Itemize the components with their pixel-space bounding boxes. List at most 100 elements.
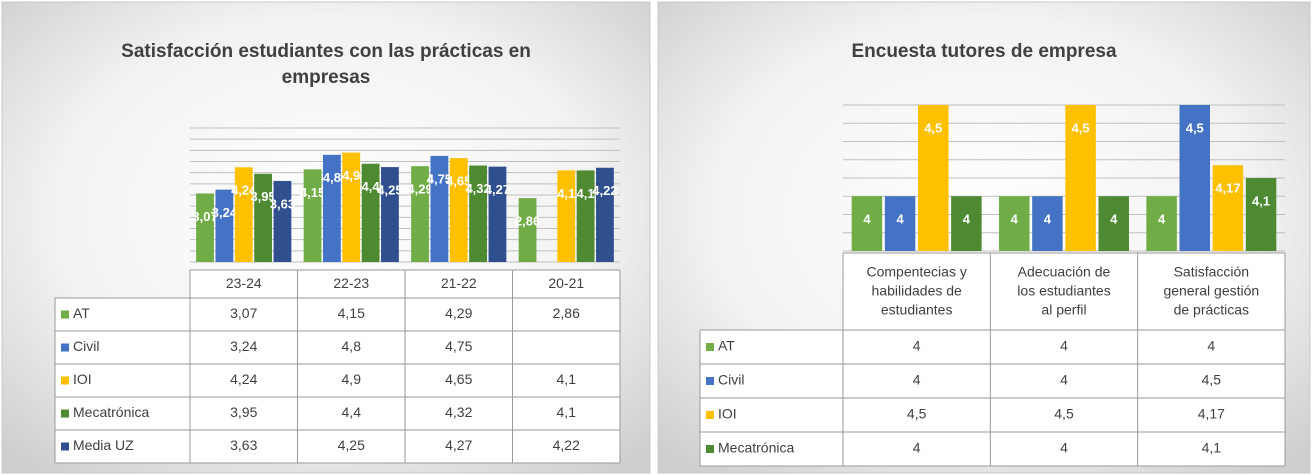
bar	[1245, 178, 1277, 251]
bar	[557, 170, 576, 262]
category-label: Adecuación de los estudiantes al perfil	[1017, 263, 1110, 317]
data-label: 4	[963, 212, 971, 227]
bar	[1032, 196, 1063, 251]
table-value: 4,29	[445, 305, 472, 321]
bar	[303, 169, 322, 262]
data-label: 4,29	[407, 182, 432, 197]
data-label: 3,07	[192, 209, 217, 224]
data-label: 4	[863, 212, 871, 227]
legend-label: Civil	[718, 372, 744, 388]
table-value: 4,15	[338, 305, 365, 321]
bar	[215, 189, 234, 262]
table-value: 4,25	[338, 437, 365, 453]
table-value: 4	[913, 440, 921, 456]
bar	[411, 166, 429, 262]
table-value: 4,1	[557, 371, 577, 387]
table-header	[843, 253, 1285, 330]
data-label: 4,75	[427, 171, 452, 186]
legend-swatch	[61, 409, 69, 418]
bar	[884, 196, 916, 251]
table-value: 4,24	[230, 371, 257, 387]
table-value: 4,22	[553, 437, 580, 453]
table-value: 4,1	[1202, 440, 1222, 456]
category-label: 21-22	[441, 275, 477, 291]
data-label: 4,32	[465, 181, 490, 196]
legend-swatch	[706, 343, 714, 351]
bar	[576, 170, 595, 262]
data-label: 4,4	[362, 179, 381, 194]
data-label: 4,1	[1252, 193, 1270, 208]
bar	[1098, 196, 1129, 251]
bar	[254, 173, 273, 262]
data-label: 2,86	[515, 214, 540, 229]
table-value: 4,65	[445, 371, 472, 387]
data-label: 4,15	[300, 185, 325, 200]
bar	[518, 198, 537, 262]
data-label: 3,95	[250, 189, 275, 204]
chart-title: Satisfacción estudiantes con las práctic…	[121, 41, 531, 88]
bar	[381, 167, 399, 262]
table-value: 4,5	[1054, 406, 1074, 422]
legend-swatch	[706, 377, 714, 385]
legend-swatch	[61, 310, 69, 319]
table-value: 4	[1060, 440, 1068, 456]
bar	[430, 155, 449, 262]
legend-label: IOI	[73, 371, 92, 387]
category-label: Compentecias y habilidades de estudiantes	[866, 263, 966, 317]
table-value: 4	[1060, 372, 1068, 388]
bar	[273, 180, 292, 262]
table-body	[55, 298, 620, 463]
data-label: 4,17	[1215, 181, 1240, 196]
data-label: 4,5	[1186, 120, 1204, 135]
bar	[342, 152, 361, 262]
data-label: 4	[896, 212, 904, 227]
legend-swatch	[61, 343, 69, 352]
bar	[1146, 196, 1177, 251]
data-label: 4,65	[446, 174, 471, 189]
table-value: 2,86	[553, 305, 580, 321]
table-value: 4,5	[907, 406, 927, 422]
table-value: 4,1	[557, 404, 577, 420]
data-label: 4,1	[557, 186, 575, 201]
legend-label: IOI	[718, 406, 737, 422]
chart-title: Encuesta tutores de empresa	[851, 41, 1116, 62]
bar	[488, 166, 507, 262]
bar	[999, 196, 1030, 251]
bar	[1212, 165, 1244, 251]
table-value: 3,24	[230, 338, 257, 354]
bar	[361, 163, 380, 262]
category-label: 20-21	[548, 275, 584, 291]
bar	[196, 193, 214, 262]
data-label: 4	[1011, 212, 1019, 227]
legend-swatch	[706, 411, 714, 419]
legend-label: Media UZ	[73, 437, 134, 453]
table-value: 4,5	[1202, 372, 1222, 388]
table-value: 3,95	[230, 404, 257, 420]
data-label: 4,5	[924, 120, 942, 135]
category-label: 23-24	[226, 275, 262, 291]
table-value: 4,27	[445, 437, 472, 453]
bar	[951, 196, 982, 251]
table-value: 4	[913, 338, 921, 354]
category-label: 22-23	[333, 275, 369, 291]
table-value: 4	[1060, 338, 1068, 354]
data-label: 4,9	[342, 168, 360, 183]
table-value: 3,07	[230, 305, 257, 321]
table-value: 4	[913, 372, 921, 388]
table-value: 4,32	[445, 404, 472, 420]
data-label: 4,24	[231, 183, 257, 198]
legend-label: Mecatrónica	[73, 404, 149, 420]
bar	[234, 167, 253, 262]
data-label: 4,1	[577, 186, 595, 201]
table-value: 4,17	[1198, 406, 1225, 422]
legend-swatch	[61, 442, 69, 451]
legend-label: Mecatrónica	[718, 440, 794, 456]
data-label: 4,25	[377, 183, 402, 198]
table-value: 4,75	[445, 338, 472, 354]
table-value: 3,63	[230, 437, 257, 453]
data-label: 3,63	[270, 196, 295, 211]
bar	[469, 165, 488, 262]
legend-swatch	[706, 445, 714, 453]
bar	[917, 105, 949, 251]
